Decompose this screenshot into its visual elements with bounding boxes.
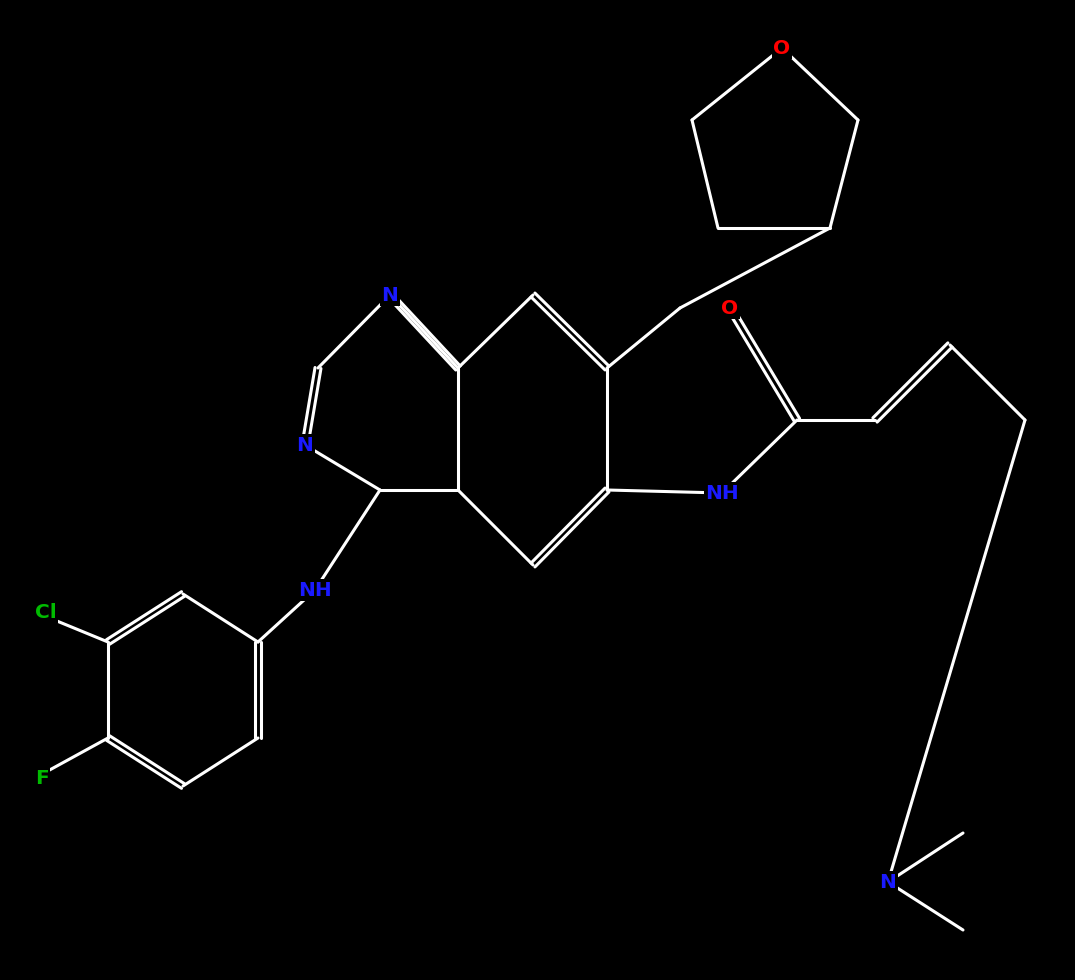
Text: N: N (297, 435, 314, 455)
Text: Cl: Cl (35, 603, 57, 621)
Text: N: N (382, 285, 399, 305)
Text: F: F (35, 768, 48, 788)
Text: NH: NH (298, 580, 332, 600)
Text: NH: NH (705, 483, 739, 503)
Text: O: O (773, 38, 790, 58)
Text: O: O (721, 299, 739, 318)
Text: N: N (879, 872, 897, 892)
